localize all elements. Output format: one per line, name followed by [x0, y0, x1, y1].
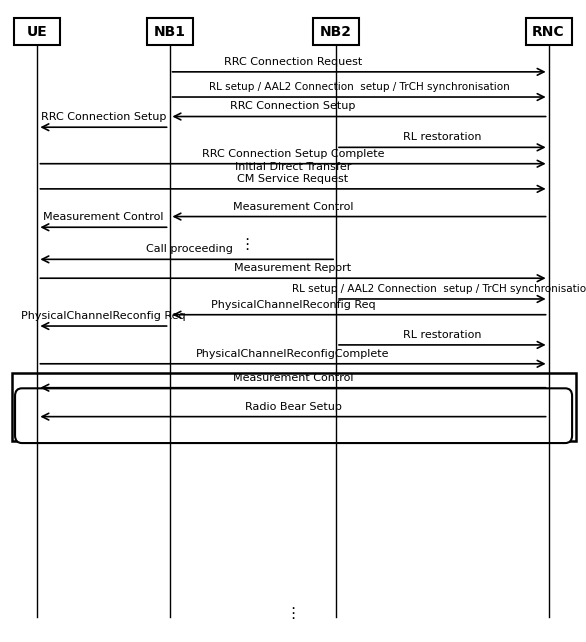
Bar — [15, 19, 60, 45]
Text: Initial Direct Transfer
CM Service Request: Initial Direct Transfer CM Service Reque… — [235, 162, 351, 184]
FancyBboxPatch shape — [15, 388, 572, 443]
Text: RRC Connection Setup Complete: RRC Connection Setup Complete — [202, 149, 384, 159]
Text: RRC Connection Setup: RRC Connection Setup — [41, 112, 166, 122]
Text: RRC Connection Request: RRC Connection Request — [224, 57, 362, 67]
Text: RNC: RNC — [532, 24, 565, 39]
Text: Radio Bear Setup: Radio Bear Setup — [244, 402, 342, 412]
Bar — [526, 19, 571, 45]
Text: RL restoration: RL restoration — [403, 132, 482, 143]
Text: Call proceeding: Call proceeding — [146, 245, 233, 254]
Text: RL setup / AAL2 Connection  setup / TrCH synchronisation: RL setup / AAL2 Connection setup / TrCH … — [209, 82, 509, 92]
Bar — [12, 373, 575, 440]
Bar — [313, 19, 359, 45]
Bar — [146, 19, 192, 45]
Text: Measurement Control: Measurement Control — [233, 202, 353, 211]
Text: UE: UE — [27, 24, 48, 39]
Text: Measurement Control: Measurement Control — [43, 213, 163, 222]
Text: Measurement Report: Measurement Report — [234, 263, 352, 273]
Text: NB1: NB1 — [154, 24, 186, 39]
Text: Measurement Control: Measurement Control — [233, 372, 353, 383]
Text: RL restoration: RL restoration — [403, 330, 482, 340]
Text: RL setup / AAL2 Connection  setup / TrCH synchronisation: RL setup / AAL2 Connection setup / TrCH … — [292, 284, 586, 294]
Text: PhysicalChannelReconfig Req: PhysicalChannelReconfig Req — [211, 300, 375, 309]
Text: PhysicalChannelReconfigComplete: PhysicalChannelReconfigComplete — [196, 349, 390, 359]
Text: ⋮: ⋮ — [240, 238, 255, 252]
Text: PhysicalChannelReconfig Req: PhysicalChannelReconfig Req — [21, 311, 186, 321]
Text: NB2: NB2 — [320, 24, 352, 39]
Text: RRC Connection Setup: RRC Connection Setup — [230, 101, 356, 112]
Text: ⋮: ⋮ — [285, 606, 301, 621]
